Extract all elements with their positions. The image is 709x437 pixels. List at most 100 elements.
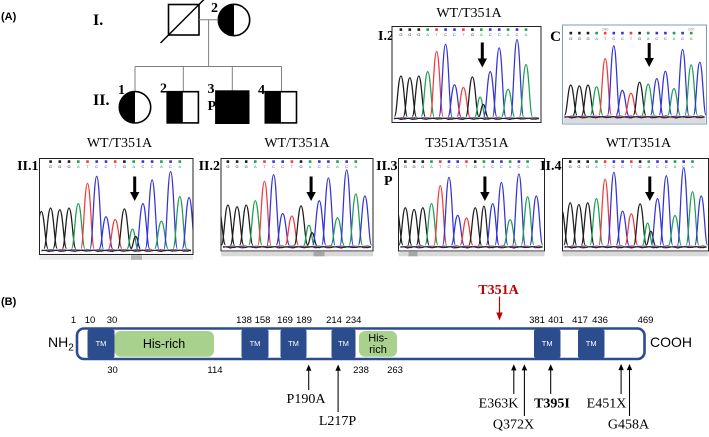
svg-text:TM: TM	[338, 339, 349, 348]
svg-text:C: C	[444, 32, 447, 37]
svg-text:C: C	[491, 164, 494, 169]
svg-text:1: 1	[118, 83, 125, 98]
svg-text:C: C	[151, 164, 154, 169]
svg-text:C: C	[345, 164, 348, 169]
svg-text:I.: I.	[93, 12, 103, 29]
svg-text:10: 10	[85, 315, 96, 326]
svg-text:A: A	[354, 164, 357, 169]
svg-text:T: T	[604, 164, 607, 169]
svg-text:381: 381	[529, 315, 545, 326]
svg-text:138: 138	[236, 315, 252, 326]
svg-text:TM: TM	[586, 339, 597, 348]
svg-text:T: T	[86, 164, 89, 169]
svg-text:158: 158	[255, 315, 271, 326]
svg-text:240: 240	[602, 28, 608, 32]
svg-text:Q372X: Q372X	[493, 418, 534, 433]
svg-text:G: G	[404, 164, 407, 169]
svg-text:P190A: P190A	[287, 392, 327, 407]
svg-text:1: 1	[71, 315, 76, 326]
svg-text:C: C	[272, 164, 275, 169]
svg-text:C: C	[169, 164, 172, 169]
svg-text:214: 214	[326, 315, 342, 326]
svg-text:T: T	[114, 164, 117, 169]
svg-text:TM: TM	[288, 339, 299, 348]
svg-text:II.: II.	[93, 92, 109, 109]
svg-text:G: G	[49, 164, 52, 169]
svg-text:C: C	[281, 164, 284, 169]
svg-text:4: 4	[258, 83, 265, 98]
svg-text:T351A: T351A	[478, 283, 519, 298]
svg-text:A: A	[160, 164, 163, 169]
svg-text:C: C	[141, 164, 144, 169]
svg-text:G: G	[638, 36, 641, 41]
svg-text:I.2: I.2	[378, 29, 394, 44]
svg-text:G: G	[245, 164, 248, 169]
svg-text:II.1: II.1	[17, 159, 38, 174]
svg-text:A: A	[178, 164, 181, 169]
svg-text:G: G	[226, 164, 229, 169]
svg-text:30: 30	[107, 315, 118, 326]
svg-text:T: T	[291, 164, 294, 169]
svg-text:G: G	[577, 164, 580, 169]
svg-text:G: G	[236, 164, 239, 169]
svg-text:G: G	[417, 32, 420, 37]
svg-text:2: 2	[160, 82, 167, 97]
svg-text:263: 263	[387, 365, 403, 376]
svg-text:A: A	[690, 36, 693, 41]
svg-text:TM: TM	[250, 339, 261, 348]
svg-text:A: A	[673, 36, 676, 41]
svg-text:C: C	[517, 164, 520, 169]
svg-text:189: 189	[296, 315, 312, 326]
svg-text:A: A	[483, 164, 486, 169]
svg-text:G: G	[123, 164, 126, 169]
svg-text:A: A	[254, 164, 257, 169]
svg-text:A: A	[647, 36, 650, 41]
svg-text:C: C	[318, 164, 321, 169]
svg-text:G: G	[586, 36, 589, 41]
svg-text:G: G	[421, 164, 424, 169]
svg-text:rich: rich	[369, 344, 387, 356]
svg-text:C: C	[448, 164, 451, 169]
svg-text:G: G	[408, 32, 411, 37]
svg-text:C: C	[681, 36, 684, 41]
svg-text:436: 436	[592, 315, 608, 326]
svg-text:G: G	[399, 32, 402, 37]
svg-text:P: P	[208, 99, 217, 114]
svg-text:COOH: COOH	[650, 334, 692, 350]
svg-text:C: C	[612, 164, 615, 169]
svg-text:WT/T351A: WT/T351A	[87, 136, 153, 151]
svg-text:A: A	[426, 32, 429, 37]
svg-text:WT/T351A: WT/T351A	[606, 136, 672, 151]
svg-text:WT/T351A: WT/T351A	[264, 136, 330, 151]
svg-text:E451X: E451X	[587, 397, 627, 412]
svg-text:T: T	[462, 32, 465, 37]
svg-text:C: C	[516, 32, 519, 37]
svg-text:C: C	[682, 164, 685, 169]
svg-text:His-rich: His-rich	[143, 337, 185, 351]
svg-text:TM: TM	[542, 339, 553, 348]
svg-text:G: G	[569, 36, 572, 41]
svg-text:WT/T351A: WT/T351A	[436, 6, 502, 21]
svg-text:A: A	[674, 164, 677, 169]
svg-text:A: A	[647, 164, 650, 169]
svg-text:G: G	[639, 164, 642, 169]
svg-text:G458A: G458A	[608, 418, 650, 433]
svg-text:T: T	[630, 36, 633, 41]
svg-text:C: C	[453, 32, 456, 37]
svg-text:C: C	[456, 164, 459, 169]
svg-text:C: C	[656, 164, 659, 169]
svg-text:(A): (A)	[1, 11, 17, 23]
svg-text:T: T	[604, 36, 607, 41]
svg-text:II.4: II.4	[540, 159, 561, 174]
svg-text:L217P: L217P	[319, 414, 357, 429]
svg-text:A: A	[509, 164, 512, 169]
svg-text:T: T	[263, 164, 266, 169]
svg-text:C: C	[655, 36, 658, 41]
svg-text:G: G	[471, 32, 474, 37]
svg-text:114: 114	[207, 365, 222, 376]
svg-text:E363K: E363K	[479, 397, 519, 412]
svg-text:T: T	[465, 164, 468, 169]
svg-text:C: C	[664, 36, 667, 41]
svg-text:II.2: II.2	[199, 159, 220, 174]
svg-text:C: C	[327, 164, 330, 169]
